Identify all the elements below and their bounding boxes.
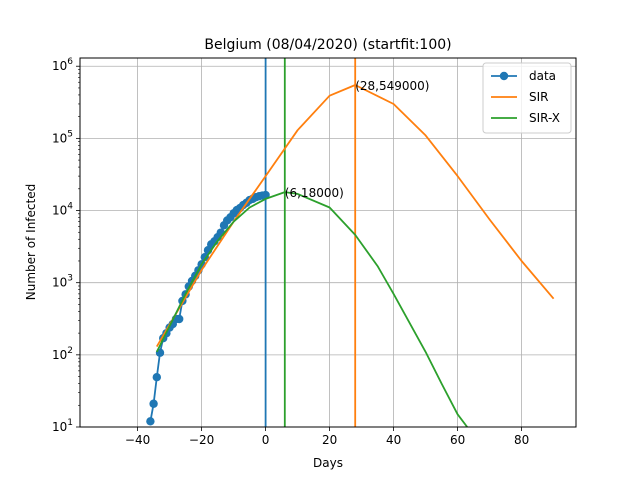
data-point [152, 372, 161, 382]
axes-frame [79, 57, 577, 428]
annotation-label: (28,549000) [355, 79, 429, 93]
y-axis-label: Number of Infected [24, 184, 38, 300]
x-tick-label: 80 [514, 433, 529, 447]
x-axis-ticks: −40 −20 0 20 40 60 80 [125, 427, 529, 447]
x-tick-label: −40 [125, 433, 150, 447]
y-axis-ticks: 101 102 103 104 105 106 [52, 57, 80, 434]
x-tick-label: 40 [386, 433, 401, 447]
x-tick-label: 0 [262, 433, 270, 447]
x-tick-label: −20 [189, 433, 214, 447]
x-axis-label: Days [313, 456, 343, 470]
data-point [149, 399, 158, 408]
y-tick-label: 102 [52, 346, 73, 362]
annotations: (28,549000) (6,18000) [285, 79, 430, 200]
chart-title: Belgium (08/04/2020) (startfit:100) [204, 37, 451, 53]
legend-label: SIR-X [529, 111, 560, 125]
legend-box [482, 62, 572, 134]
x-tick-label: 60 [450, 433, 465, 447]
y-tick-label: 106 [52, 57, 73, 73]
series-line-sir-x [155, 191, 468, 428]
y-tick-label: 104 [52, 202, 73, 218]
legend-marker [499, 71, 509, 81]
data-point [175, 314, 184, 324]
legend-label: data [529, 69, 556, 83]
y-tick-label: 105 [52, 129, 73, 145]
data-point [261, 190, 270, 200]
vertical-lines [264, 58, 357, 427]
legend-label: SIR [529, 90, 549, 104]
plot-area [146, 84, 555, 428]
annotation-label: (6,18000) [285, 186, 344, 200]
legend: data SIR SIR-X [482, 62, 572, 134]
data-point [146, 417, 155, 426]
x-tick-label: 20 [322, 433, 337, 447]
y-tick-label: 103 [52, 274, 73, 290]
y-tick-label: 101 [52, 418, 73, 434]
